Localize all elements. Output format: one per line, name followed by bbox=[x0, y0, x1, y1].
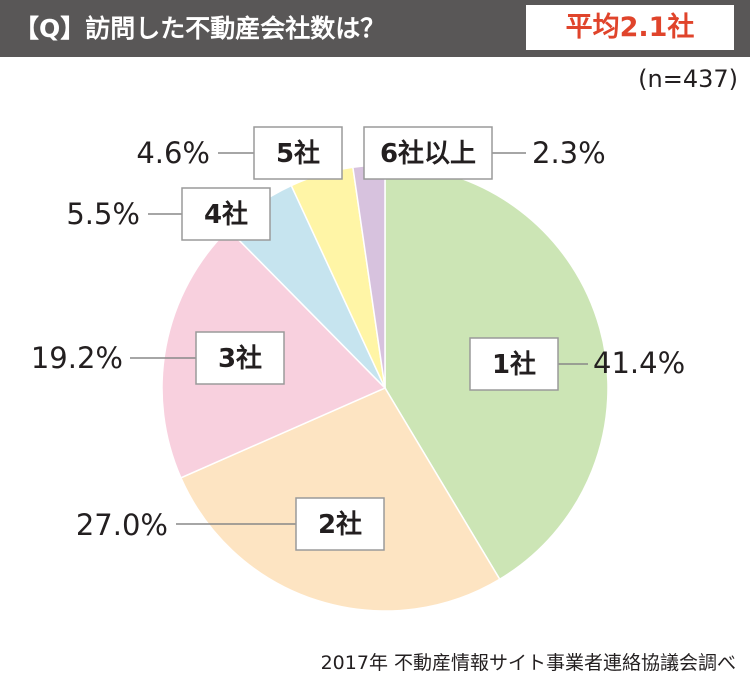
slice-label-group-2: 2社 27.0% bbox=[76, 497, 385, 551]
slice-label-group-6: 6社以上 2.3% bbox=[363, 126, 606, 180]
labels-layer: 1社 41.4% 2社 27.0% 3社 19.2% 4社 5.5% 5社 4.6% 6社以上 2.3… bbox=[31, 126, 685, 551]
slice-category-label: 3社 bbox=[218, 343, 262, 374]
slice-label-box bbox=[253, 126, 343, 180]
slice-percent-label: 41.4% bbox=[593, 346, 685, 380]
slice-label-box bbox=[295, 497, 385, 551]
slice-label-box bbox=[195, 331, 285, 385]
slice-percent-label: 27.0% bbox=[76, 508, 168, 542]
slice-label-box bbox=[363, 126, 493, 180]
sample-size-label: (n=437) bbox=[638, 65, 738, 93]
slice-label-group-1: 1社 41.4% bbox=[469, 337, 685, 391]
source-note: 2017年 不動産情報サイト事業者連絡協議会調べ bbox=[320, 652, 736, 674]
slice-label-group-4: 4社 5.5% bbox=[66, 187, 271, 241]
slice-category-label: 1社 bbox=[492, 349, 536, 380]
slice-label-group-5: 5社 4.6% bbox=[136, 126, 343, 180]
page-title: 【Q】訪問した不動産会社数は？ bbox=[14, 14, 386, 43]
slice-category-label: 4社 bbox=[204, 199, 248, 230]
slice-category-label: 6社以上 bbox=[380, 138, 476, 169]
slice-percent-label: 19.2% bbox=[31, 341, 123, 375]
slice-label-group-3: 3社 19.2% bbox=[31, 331, 285, 385]
slice-percent-label: 5.5% bbox=[66, 197, 140, 231]
slice-label-box bbox=[469, 337, 559, 391]
slice-label-box bbox=[181, 187, 271, 241]
slice-percent-label: 2.3% bbox=[532, 136, 606, 170]
slice-category-label: 2社 bbox=[318, 509, 362, 540]
average-badge: 平均2.1社 bbox=[525, 4, 735, 51]
slice-category-label: 5社 bbox=[276, 138, 320, 169]
slice-percent-label: 4.6% bbox=[136, 136, 210, 170]
